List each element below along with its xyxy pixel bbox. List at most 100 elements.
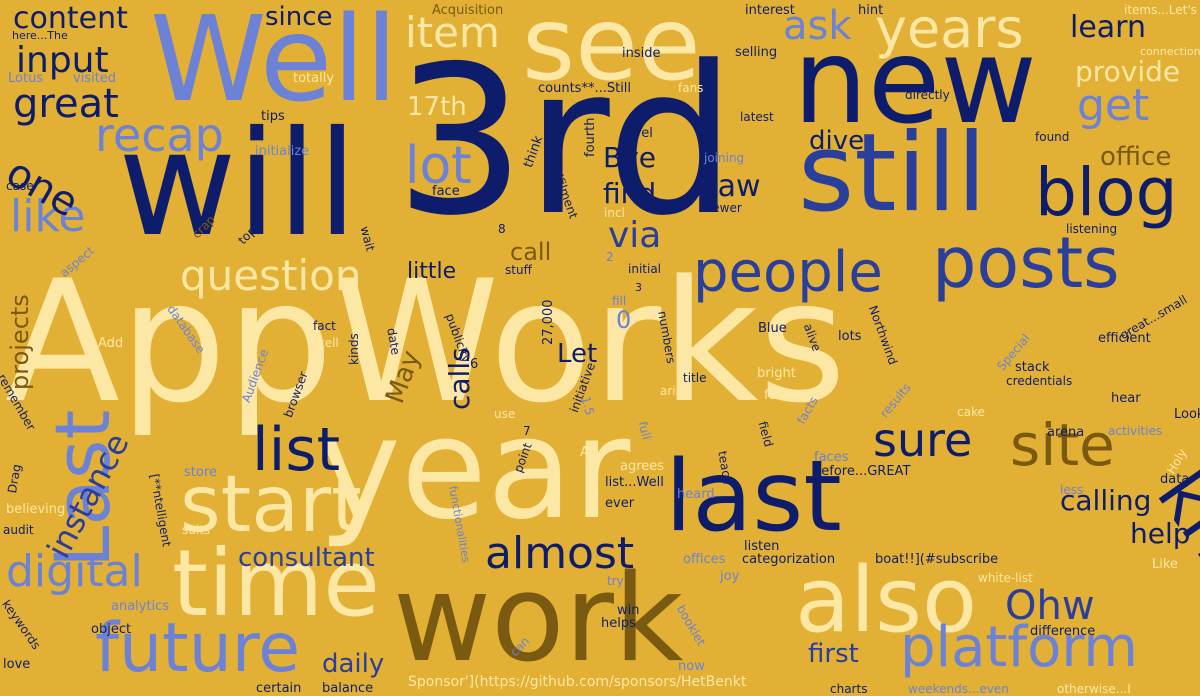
cloud-word: lot xyxy=(405,136,472,196)
cloud-word: categorization xyxy=(742,552,836,567)
cloud-word: difference xyxy=(1030,624,1096,639)
cloud-word: Fewer xyxy=(706,201,742,215)
cloud-word: blog xyxy=(1035,154,1178,231)
cloud-word: item xyxy=(405,8,500,57)
cloud-word: directly xyxy=(905,88,950,102)
cloud-word: start xyxy=(180,460,362,550)
cloud-word: latest xyxy=(740,110,774,124)
cloud-word: will xyxy=(118,100,358,269)
cloud-word: found xyxy=(1035,130,1070,144)
cloud-word: dive xyxy=(809,126,865,156)
cloud-word: 2 xyxy=(606,250,614,264)
cloud-word: object xyxy=(91,622,132,637)
cloud-word: site xyxy=(1010,411,1115,479)
cloud-word: offices xyxy=(683,552,726,567)
cloud-word: before...GREAT xyxy=(813,464,911,479)
cloud-word: tell xyxy=(320,336,339,350)
cloud-word: face xyxy=(432,184,460,199)
cloud-word: get xyxy=(1077,80,1150,131)
cloud-word: totally xyxy=(293,71,335,86)
cloud-word: arise xyxy=(660,384,690,398)
cloud-word: first xyxy=(808,639,859,669)
cloud-word: listening xyxy=(1066,222,1118,236)
cloud-word: 8 xyxy=(498,222,506,236)
cloud-word: inside xyxy=(622,46,661,61)
cloud-word: faces xyxy=(814,450,849,465)
cloud-word: balance xyxy=(322,681,374,696)
cloud-word: use xyxy=(494,407,516,421)
cloud-word: 27,000 xyxy=(541,299,556,346)
cloud-word: stuff xyxy=(505,263,532,277)
cloud-word: kinds xyxy=(347,333,361,365)
cloud-word: Bye xyxy=(603,141,657,174)
cloud-word: tips xyxy=(261,109,285,124)
cloud-word: level xyxy=(622,126,653,141)
cloud-word: here...The xyxy=(12,29,68,42)
cloud-word: arena xyxy=(1047,425,1085,440)
cloud-word: case xyxy=(6,179,34,193)
cloud-word: hear xyxy=(1111,391,1141,406)
cloud-word: Ohw xyxy=(1005,583,1095,629)
cloud-word: otherwise...I xyxy=(1057,682,1131,696)
cloud-word: great...small xyxy=(1117,292,1190,343)
cloud-word: interest xyxy=(745,3,795,18)
cloud-word: list xyxy=(252,415,341,485)
cloud-word: heard xyxy=(677,487,715,502)
cloud-word: since xyxy=(265,2,333,32)
cloud-word: joy xyxy=(720,569,740,584)
cloud-word: years xyxy=(875,0,1024,60)
cloud-word: believing xyxy=(6,502,66,517)
cloud-word: stack xyxy=(1015,360,1050,375)
cloud-word: incl xyxy=(604,206,625,220)
cloud-word: help xyxy=(1130,517,1191,550)
cloud-word: less xyxy=(1060,483,1084,497)
cloud-word: visited xyxy=(73,71,117,86)
cloud-word: white-list xyxy=(978,571,1033,585)
cloud-word: digital xyxy=(6,546,143,597)
cloud-word: 6 xyxy=(470,357,479,372)
cloud-word: saw xyxy=(702,169,761,204)
cloud-word: 7 xyxy=(523,424,531,438)
cloud-word: helps xyxy=(601,616,636,631)
cloud-word: items...Let's xyxy=(1124,3,1197,17)
cloud-word: see xyxy=(522,0,701,104)
cloud-word: AppWorks xyxy=(5,244,847,440)
cloud-word: fact xyxy=(313,319,336,333)
cloud-word: question xyxy=(180,251,362,300)
cloud-word: Blue xyxy=(758,321,787,336)
cloud-word: call xyxy=(510,238,552,266)
cloud-word: work xyxy=(393,550,684,689)
cloud-word: connection xyxy=(1140,45,1200,58)
cloud-word: fourth xyxy=(583,117,598,157)
cloud-word: time xyxy=(172,530,380,637)
cloud-word: keywords xyxy=(0,597,44,652)
cloud-word: input xyxy=(16,40,109,81)
cloud-word: learn xyxy=(1070,10,1146,45)
cloud-word: Add xyxy=(98,336,124,351)
cloud-word: joining xyxy=(704,151,745,165)
cloud-word: store xyxy=(184,465,217,480)
cloud-word: future xyxy=(95,609,301,688)
cloud-word: listen xyxy=(744,539,780,554)
cloud-word: 17th xyxy=(407,92,467,122)
cloud-word: lots xyxy=(838,329,862,344)
cloud-word: sure xyxy=(873,413,973,467)
cloud-word: also xyxy=(795,548,978,653)
cloud-word: provide xyxy=(1075,55,1181,88)
cloud-word: boat!!](#subscribe xyxy=(875,552,999,567)
cloud-word: last xyxy=(665,440,842,554)
cloud-word: almost xyxy=(485,528,635,579)
cloud-word: [**ntelligent xyxy=(147,472,174,548)
cloud-word: Sponsor'](https://github.com/sponsors/He… xyxy=(408,674,747,690)
cloud-word: daily xyxy=(322,649,385,679)
cloud-word: list...Well xyxy=(605,475,664,490)
cloud-word: audit xyxy=(3,523,34,537)
cloud-word: cake xyxy=(957,405,985,419)
cloud-word: now xyxy=(678,659,705,674)
cloud-word: recap xyxy=(95,108,224,162)
cloud-word: weekends...even xyxy=(908,682,1009,696)
cloud-word: find xyxy=(603,177,657,210)
cloud-word: agrees xyxy=(620,459,665,474)
cloud-word: little xyxy=(407,259,457,284)
cloud-word: Like xyxy=(1152,557,1178,572)
